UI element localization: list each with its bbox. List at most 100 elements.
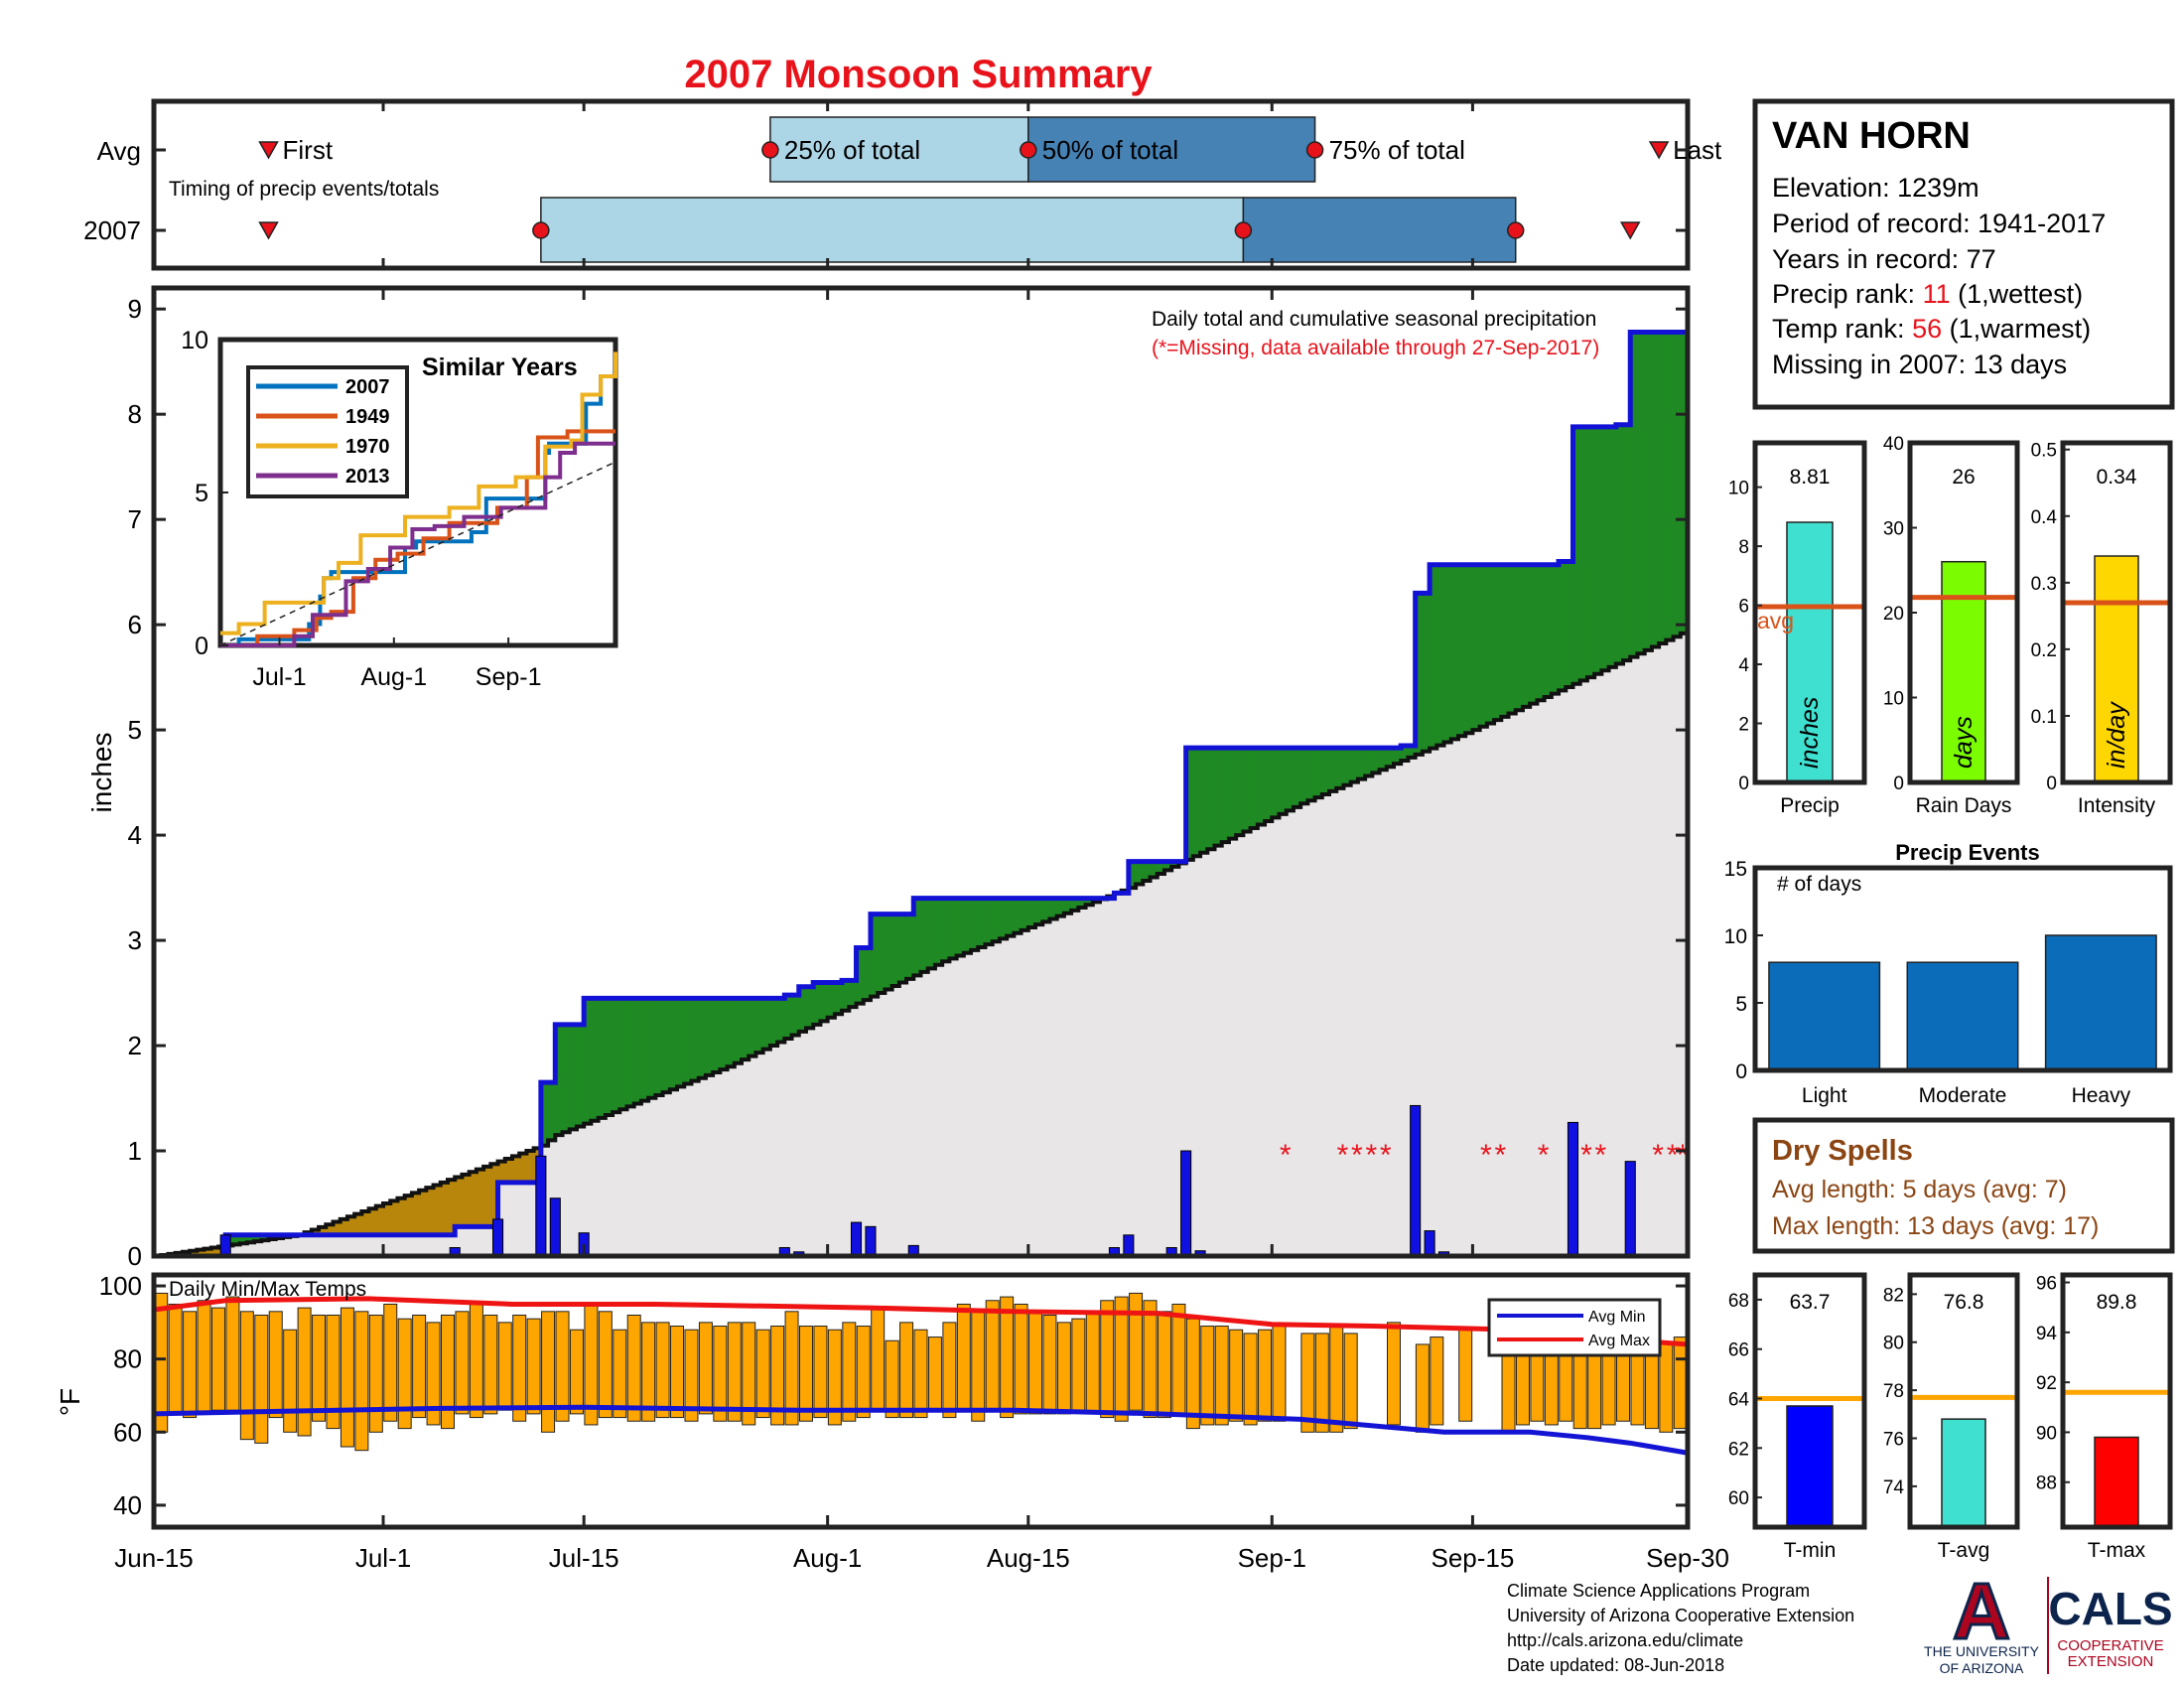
precip-departure-fill — [1250, 748, 1259, 829]
precip-departure-fill — [1071, 898, 1079, 911]
footer-line-4: Date updated: 08-Jun-2018 — [1507, 1655, 1724, 1675]
precip-departure-fill — [1214, 748, 1223, 846]
precip-departure-fill — [942, 898, 950, 962]
daily-temp-bar — [455, 1311, 470, 1415]
precip-departure-fill — [1537, 564, 1546, 701]
daily-temp-bar — [1085, 1311, 1100, 1415]
precip-departure-fill — [1014, 898, 1023, 933]
daily-temp-bar — [942, 1322, 957, 1419]
daily-temp-bar — [340, 1307, 354, 1448]
precip-departure-fill — [1544, 564, 1553, 697]
precip-departure-fill — [1566, 561, 1574, 688]
precip-departure-fill — [791, 995, 800, 1036]
inset-xtick-label: Aug-1 — [360, 663, 427, 691]
cumulative-2007-line — [154, 329, 1691, 1259]
precip-departure-fill — [1056, 898, 1065, 916]
precip-departure-fill — [777, 998, 785, 1043]
precip-departure-fill — [511, 1156, 520, 1183]
precip-departure-fill — [1673, 332, 1682, 637]
precip-departure-fill — [319, 1226, 327, 1235]
precip-departure-fill — [1579, 426, 1588, 681]
daily-temp-bar — [1243, 1333, 1258, 1426]
precip-departure-fill — [920, 898, 929, 972]
daily-temp-bar — [555, 1311, 570, 1422]
precip-departure-fill — [1379, 748, 1388, 771]
precip-departure-fill — [1163, 861, 1172, 871]
daily-temp-bar — [1673, 1336, 1688, 1430]
missing-data-marker: * — [1351, 1139, 1363, 1172]
precip-departure-fill — [1422, 593, 1431, 752]
precip-departure-fill — [691, 998, 700, 1081]
precip-departure-fill — [898, 914, 907, 983]
inset-series-line — [220, 441, 615, 647]
precip-departure-fill — [455, 1177, 464, 1227]
precip-departure-fill — [232, 1234, 241, 1245]
precip-departure-fill — [849, 980, 858, 1008]
precip-departure-fill — [1136, 861, 1144, 885]
precip-departure-fill — [927, 898, 936, 969]
cals-line-1: COOPERATIVE — [2057, 1637, 2163, 1654]
daily-temp-bar — [1272, 1326, 1287, 1422]
precip-departure-fill — [548, 1082, 556, 1141]
daily-temp-bar — [469, 1303, 483, 1419]
temp-rank-value: 56 — [1912, 314, 1942, 344]
precip-departure-fill — [1357, 748, 1366, 779]
precip-departure-fill — [1572, 426, 1581, 684]
daily-temp-bar — [655, 1322, 670, 1419]
daily-temp-bar — [913, 1329, 928, 1419]
precip-ytick-label: 3 — [128, 925, 142, 955]
missing-data-marker: * — [1380, 1139, 1392, 1172]
precip-departure-fill — [311, 1229, 320, 1235]
timing-row-year-label: 2007 — [83, 215, 141, 245]
timing-avg-p25-marker — [761, 141, 779, 159]
station-period: Period of record: 1941-2017 — [1772, 209, 2106, 238]
panel-value-label: 63.7 — [1790, 1291, 1831, 1314]
precip-departure-fill — [1601, 426, 1610, 671]
panel-value-label: 8.81 — [1790, 466, 1831, 489]
timing-first-label: First — [283, 135, 334, 165]
precip-departure-fill — [1279, 748, 1288, 814]
daily-temp-bar — [899, 1322, 914, 1419]
daily-temp-bar — [670, 1326, 685, 1419]
timing-avg-q2-bar — [769, 116, 1029, 183]
precip-departure-fill — [1300, 748, 1308, 804]
precip-departure-fill — [254, 1234, 262, 1242]
events-category-label: Moderate — [1919, 1084, 2007, 1107]
precip-departure-fill — [497, 1161, 506, 1183]
dry-spells-title: Dry Spells — [1772, 1135, 1913, 1167]
footer-line-2: University of Arizona Cooperative Extens… — [1507, 1606, 1854, 1625]
daily-temp-bar — [326, 1314, 341, 1430]
timing-year-p25-marker — [532, 221, 550, 239]
events-frame — [1752, 865, 2173, 1073]
precip-departure-fill — [397, 1197, 406, 1235]
precip-departure-fill — [1508, 564, 1517, 714]
daily-temp-bar — [1185, 1318, 1200, 1430]
station-info: VAN HORN Elevation: 1239m Period of reco… — [1752, 98, 2175, 410]
precip-panel-frame — [151, 285, 1691, 1259]
events-bar — [1768, 961, 1881, 1071]
daily-temp-bar — [383, 1303, 398, 1422]
precip-departure-fill — [1630, 332, 1639, 657]
panel-ytick-label: 8 — [1738, 537, 1749, 558]
timing-75pct-label: 75% of total — [1329, 135, 1465, 165]
precip-departure-fill — [669, 998, 678, 1090]
precip-events-panel: Light Moderate Heavy 0 5 10 15 Precip Events # o… — [1724, 840, 2173, 1107]
precip-departure-fill — [633, 998, 642, 1104]
daily-precip-bar — [535, 1155, 547, 1257]
date-tick-label: Aug-1 — [793, 1543, 862, 1573]
precip-departure-fill — [1522, 564, 1531, 707]
precip-departure-fill — [619, 998, 628, 1110]
precip-panel-note: (*=Missing, data available through 27-Se… — [1152, 337, 1599, 359]
timing-avg-first-triangle — [258, 141, 279, 160]
panel-ytick-label: 0.2 — [2031, 640, 2057, 661]
panel-value-bar — [2094, 1436, 2139, 1528]
daily-temp-bar — [1157, 1311, 1171, 1419]
precip-ytick-label: 7 — [128, 504, 142, 534]
daily-temp-bar — [1229, 1329, 1244, 1422]
daily-temp-bar — [727, 1322, 742, 1422]
missing-data-marker: * — [1595, 1139, 1607, 1172]
panel-ytick-label: 90 — [2036, 1423, 2057, 1444]
avg-cumulative-line — [154, 630, 1690, 1258]
precip-departure-fill — [613, 998, 620, 1113]
precip-departure-fill — [469, 1172, 478, 1227]
